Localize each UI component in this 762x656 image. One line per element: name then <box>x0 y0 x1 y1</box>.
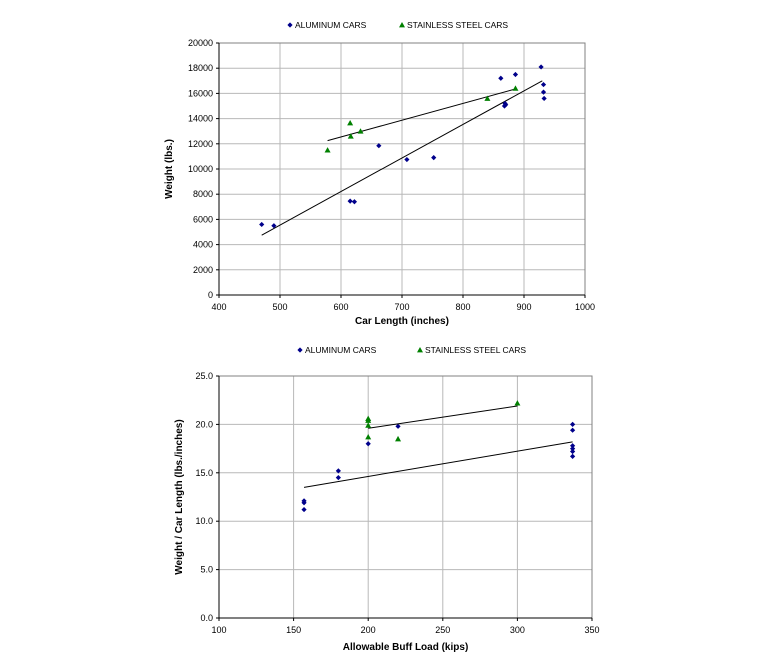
stainless-data-point <box>365 415 372 421</box>
stainless-data-point <box>514 400 521 406</box>
y-tick-label: 2000 <box>193 265 213 275</box>
aluminum-data-point <box>347 198 353 204</box>
x-tick-label: 900 <box>516 302 531 312</box>
y-tick-label: 6000 <box>193 214 213 224</box>
y-tick-label: 25.0 <box>195 371 213 381</box>
aluminum-data-point <box>570 427 576 433</box>
x-tick-label: 200 <box>361 625 376 635</box>
trendline <box>368 405 518 429</box>
aluminum-data-point <box>395 423 401 429</box>
x-tick-label: 300 <box>510 625 525 635</box>
gridlines <box>218 42 586 296</box>
aluminum-data-point <box>335 475 341 481</box>
stainless-data-point <box>365 433 372 440</box>
aluminum-data-point <box>404 156 410 163</box>
aluminum-data-point <box>503 102 509 108</box>
x-tick-label: 250 <box>435 625 450 635</box>
aluminum-data-point <box>570 448 576 455</box>
y-axis-title: Weight / Car Length (lbs./inches) <box>174 419 185 574</box>
y-tick-label: 16000 <box>188 88 213 98</box>
aluminum-data-point <box>512 71 519 78</box>
x-tick-label: 500 <box>272 302 287 312</box>
aluminum-data-point <box>540 89 547 95</box>
aluminum-data-point <box>541 95 547 102</box>
y-tick-label: 4000 <box>193 240 213 250</box>
stainless-data-point <box>365 422 372 428</box>
x-tick-label: 350 <box>584 625 599 635</box>
x-tick-label: 100 <box>211 625 226 635</box>
y-tick-label: 5.0 <box>200 565 213 575</box>
weight-per-length-vs-buff-load-chart: 100 150 200 250 300 350 0.0 5.0 10.0 15.0 20.0 25.0… <box>174 345 600 653</box>
legend-marker <box>297 347 303 353</box>
aluminum-data-point <box>259 221 265 228</box>
aluminum-data-point <box>431 155 437 161</box>
stainless-data-point <box>324 147 331 153</box>
stainless-series <box>365 400 521 442</box>
aluminum-data-point <box>335 468 341 474</box>
x-axis-title: Allowable Buff Load (kips) <box>343 642 469 653</box>
aluminum-data-point <box>570 446 576 452</box>
y-tick-label: 20000 <box>188 38 213 48</box>
stainless-series <box>324 85 519 153</box>
trendline <box>261 80 543 236</box>
x-tick-label: 700 <box>394 302 409 312</box>
stainless-data-point <box>512 85 519 91</box>
legend-label: STAINLESS STEEL CARS <box>407 20 508 30</box>
y-tick-label: 0 <box>208 290 213 300</box>
aluminum-data-point <box>570 421 576 427</box>
x-tick-label: 150 <box>286 625 301 635</box>
stainless-data-point <box>484 95 491 101</box>
aluminum-data-point <box>351 199 358 205</box>
y-tick-label: 15.0 <box>195 468 213 478</box>
aluminum-data-point <box>540 81 547 88</box>
y-tick-label: 14000 <box>188 114 213 124</box>
y-tick-label: 8000 <box>193 189 213 199</box>
plot-area <box>218 375 593 619</box>
x-tick-label: 400 <box>211 302 226 312</box>
aluminum-data-point <box>570 443 576 449</box>
legend-label: STAINLESS STEEL CARS <box>425 345 526 355</box>
x-tick-label: 800 <box>455 302 470 312</box>
legend-marker <box>399 22 405 28</box>
stainless-data-point <box>347 120 354 126</box>
aluminum-data-point <box>570 453 576 459</box>
aluminum-data-point <box>301 506 307 513</box>
stainless-data-point <box>347 133 354 139</box>
stainless-data-point <box>395 435 402 442</box>
aluminum-data-point <box>538 64 544 70</box>
x-tick-label: 600 <box>333 302 348 312</box>
y-tick-label: 10.0 <box>195 516 213 526</box>
aluminum-series <box>259 64 547 236</box>
legend-marker <box>287 22 293 28</box>
trendline <box>303 441 573 488</box>
y-tick-label: 10000 <box>188 164 213 174</box>
x-axis-title: Car Length (inches) <box>355 316 449 327</box>
x-tick-label: 1000 <box>575 302 595 312</box>
aluminum-data-point <box>498 75 504 81</box>
stainless-data-point <box>357 128 364 134</box>
legend-label: ALUMINUM CARS <box>305 345 377 355</box>
aluminum-series <box>301 421 576 513</box>
aluminum-data-point <box>365 441 371 447</box>
legend-label: ALUMINUM CARS <box>295 20 367 30</box>
gridlines <box>218 375 593 619</box>
y-tick-label: 12000 <box>188 139 213 149</box>
weight-vs-length-chart: 400 500 600 700 800 900 1000020004000600080001… <box>164 20 595 327</box>
aluminum-data-point <box>376 143 382 149</box>
y-axis-title: Weight (lbs.) <box>164 139 175 199</box>
y-tick-label: 20.0 <box>195 419 213 429</box>
y-tick-label: 18000 <box>188 63 213 73</box>
legend-marker <box>417 347 423 353</box>
aluminum-data-point <box>271 223 277 229</box>
aluminum-data-point <box>301 498 307 504</box>
y-tick-label: 0.0 <box>200 613 213 623</box>
